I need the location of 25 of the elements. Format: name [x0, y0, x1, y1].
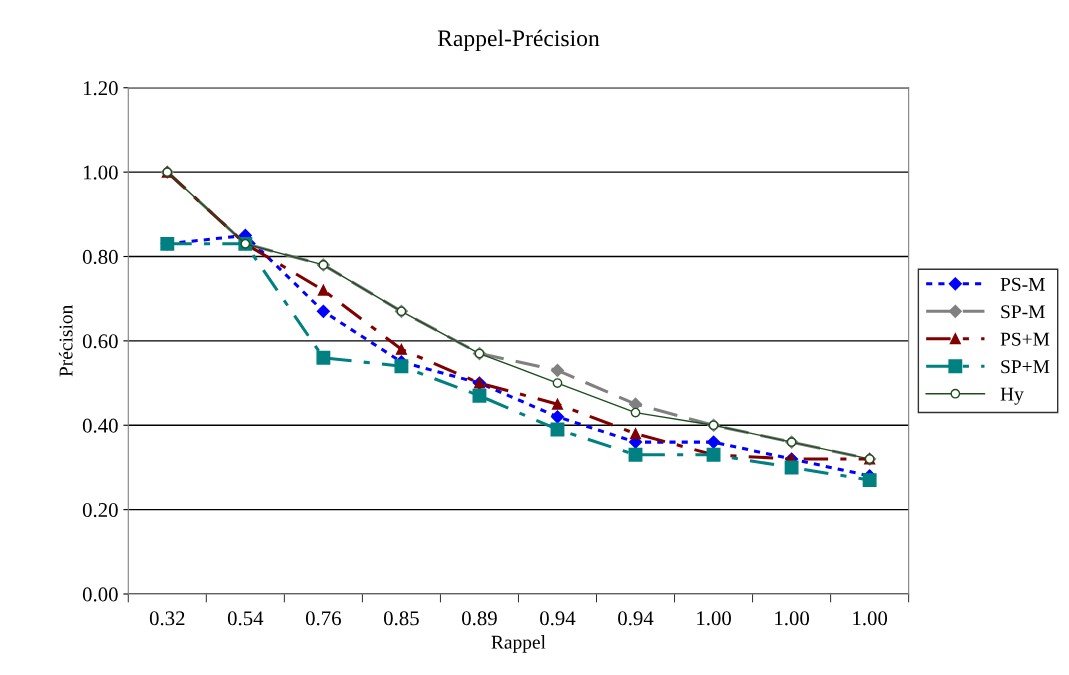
- x-tick-label: 0.94: [618, 611, 654, 626]
- y-tick-label: 0.60: [82, 334, 118, 349]
- legend-label: Hy: [1000, 387, 1024, 405]
- y-tick-label: 1.00: [83, 165, 118, 180]
- y-tick-label: 1.20: [83, 81, 118, 96]
- legend-label: PS-M: [1000, 277, 1045, 291]
- legend-label: PS+M: [1000, 332, 1050, 346]
- x-tick-label: 0.94: [540, 611, 576, 626]
- y-tick-label: 0.20: [82, 503, 118, 518]
- x-tick-label: 1.00: [853, 611, 888, 626]
- chart-title: Rappel-Précision: [437, 29, 600, 52]
- x-tick-label: 0.54: [227, 611, 264, 626]
- x-tick-label: 1.00: [697, 611, 731, 626]
- x-tick-label: 0.32: [149, 611, 185, 626]
- legend-label: SP-M: [1001, 305, 1045, 319]
- x-tick-label: 0.89: [462, 611, 497, 626]
- y-axis-title: Précision: [58, 304, 73, 377]
- legend-label: SP+M: [1001, 360, 1050, 374]
- x-tick-label: 0.76: [305, 611, 341, 626]
- y-tick-label: 0.00: [82, 587, 118, 602]
- y-tick-label: 0.40: [82, 418, 118, 433]
- y-tick-label: 0.80: [82, 249, 118, 265]
- x-tick-label: 1.00: [775, 611, 810, 626]
- x-tick-label: 0.85: [383, 611, 419, 626]
- x-axis-title: Rappel: [491, 635, 546, 653]
